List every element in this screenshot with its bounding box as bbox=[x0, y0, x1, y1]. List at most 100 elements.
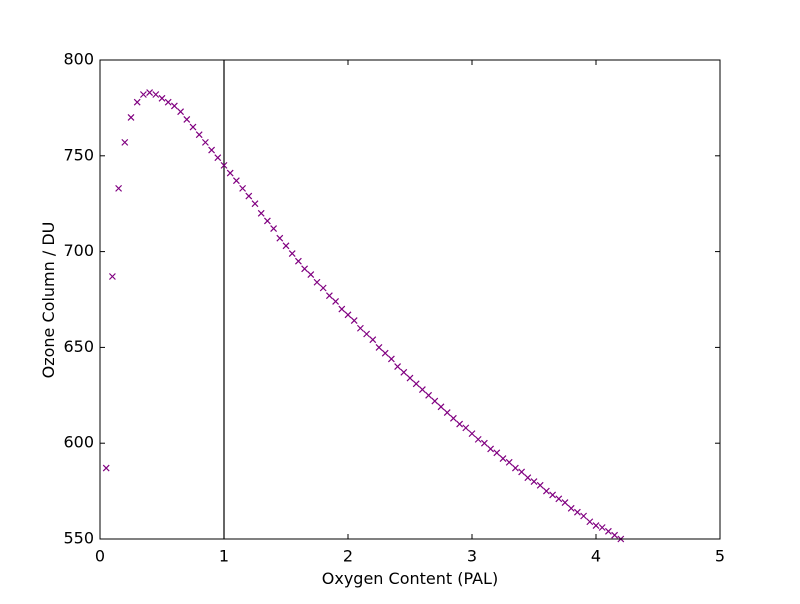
plot-frame bbox=[99, 59, 721, 540]
x-tick-label: 0 bbox=[95, 547, 105, 566]
point bbox=[214, 154, 222, 162]
point bbox=[555, 495, 563, 503]
point bbox=[573, 508, 581, 516]
point bbox=[511, 464, 519, 472]
point bbox=[387, 355, 395, 363]
point bbox=[598, 524, 606, 531]
point bbox=[108, 273, 116, 280]
point bbox=[338, 305, 346, 313]
point bbox=[381, 349, 389, 357]
point bbox=[499, 455, 507, 462]
y-tick-label: 750 bbox=[63, 145, 94, 164]
y-tick-label: 550 bbox=[63, 529, 94, 548]
point bbox=[294, 257, 302, 265]
point bbox=[170, 102, 178, 110]
point bbox=[350, 317, 358, 325]
point bbox=[480, 439, 488, 447]
point bbox=[580, 512, 588, 520]
point bbox=[418, 386, 426, 393]
point bbox=[542, 487, 550, 495]
point bbox=[115, 184, 123, 192]
point bbox=[592, 522, 600, 530]
point bbox=[201, 138, 209, 146]
point bbox=[400, 368, 408, 376]
point bbox=[177, 108, 185, 116]
y-tick-label: 650 bbox=[63, 337, 94, 356]
point bbox=[369, 336, 377, 344]
point bbox=[319, 284, 327, 292]
point bbox=[276, 234, 284, 242]
x-tick-label: 5 bbox=[715, 547, 725, 566]
point bbox=[313, 278, 321, 286]
x-axis-label: Oxygen Content (PAL) bbox=[322, 569, 498, 588]
y-tick-label: 600 bbox=[63, 433, 94, 452]
point bbox=[263, 217, 271, 225]
x-tick-label: 4 bbox=[591, 547, 601, 566]
point bbox=[561, 499, 569, 507]
point bbox=[332, 297, 340, 305]
point bbox=[146, 89, 154, 96]
point bbox=[586, 518, 594, 526]
point bbox=[443, 409, 451, 416]
point bbox=[493, 449, 501, 457]
point bbox=[232, 177, 240, 185]
point bbox=[288, 250, 296, 257]
point bbox=[195, 131, 203, 139]
point bbox=[251, 200, 259, 208]
y-axis-label: Ozone Column / DU bbox=[39, 222, 58, 379]
point bbox=[325, 292, 333, 300]
x-tick-label: 2 bbox=[343, 547, 353, 566]
point bbox=[449, 414, 457, 422]
point bbox=[437, 403, 445, 411]
point bbox=[549, 491, 557, 499]
point bbox=[208, 146, 216, 154]
point bbox=[344, 311, 352, 319]
point bbox=[412, 380, 420, 388]
point bbox=[270, 225, 278, 233]
point bbox=[102, 464, 110, 472]
point bbox=[505, 458, 513, 466]
point bbox=[127, 114, 135, 121]
point bbox=[245, 192, 253, 200]
point bbox=[425, 391, 433, 399]
point bbox=[567, 504, 575, 512]
point bbox=[462, 424, 470, 432]
point bbox=[487, 445, 495, 453]
point bbox=[307, 271, 315, 279]
point bbox=[257, 209, 265, 217]
point bbox=[456, 420, 464, 428]
point bbox=[164, 98, 172, 106]
point bbox=[189, 123, 197, 131]
point bbox=[431, 397, 439, 405]
point bbox=[375, 343, 383, 351]
point bbox=[183, 115, 191, 123]
point bbox=[301, 265, 309, 273]
point bbox=[239, 184, 247, 192]
point bbox=[139, 91, 147, 98]
point bbox=[152, 91, 160, 98]
point bbox=[226, 169, 234, 177]
point bbox=[220, 161, 228, 169]
x-tick-label: 1 bbox=[219, 547, 229, 566]
point bbox=[604, 527, 612, 535]
point bbox=[611, 531, 619, 539]
point bbox=[536, 481, 544, 489]
y-tick-label: 800 bbox=[63, 50, 94, 69]
point bbox=[356, 324, 364, 332]
point bbox=[282, 242, 290, 250]
point bbox=[530, 478, 538, 485]
point bbox=[363, 330, 371, 338]
point bbox=[468, 430, 476, 438]
y-tick-label: 700 bbox=[63, 241, 94, 260]
point bbox=[406, 374, 414, 382]
point bbox=[474, 435, 482, 443]
point bbox=[121, 138, 129, 146]
point bbox=[518, 468, 526, 476]
point bbox=[133, 98, 141, 106]
x-tick-label: 3 bbox=[467, 547, 477, 566]
point bbox=[158, 94, 166, 102]
point bbox=[394, 363, 402, 370]
point bbox=[524, 474, 532, 482]
